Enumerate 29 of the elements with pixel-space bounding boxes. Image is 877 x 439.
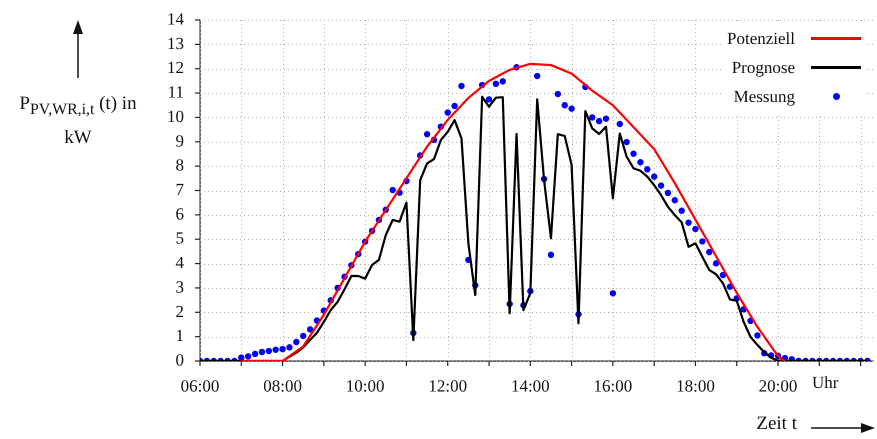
- y-tick-label: 1: [176, 326, 184, 346]
- y-tick-label: 9: [176, 131, 184, 150]
- y-tick-label: 5: [176, 228, 184, 248]
- y-tick-label: 10: [167, 106, 184, 126]
- x-tick-label: 12:00: [428, 376, 468, 396]
- y-axis-title: P$_{PV,WR,i,t}$ (t) in kW: [18, 92, 138, 150]
- y-tick-label: 0: [176, 350, 184, 370]
- y-tick-label: 8: [176, 156, 184, 175]
- y-tick-label: 4: [176, 253, 184, 272]
- y-tick-label: 14: [167, 9, 184, 28]
- y-tick-label: 2: [176, 302, 184, 321]
- legend-label: Messung: [734, 86, 795, 106]
- y-tick-label: 12: [167, 58, 184, 78]
- y-tick-label: 3: [176, 277, 184, 296]
- legend-label: Potenziell: [727, 28, 795, 48]
- x-tick-label: 16:00: [594, 376, 632, 396]
- y-tick-label: 6: [176, 204, 184, 224]
- text: Uhr: [812, 373, 838, 393]
- x-tick-label: 18:00: [676, 376, 715, 396]
- x-tick-label: 06:00: [180, 376, 220, 396]
- x-tick-label: 14:00: [510, 376, 550, 396]
- y-tick-label: 11: [168, 82, 184, 102]
- legend-label: Prognose: [732, 58, 795, 78]
- y-tick-label: 7: [176, 180, 184, 199]
- x-tick-label: 20:00: [758, 376, 798, 396]
- x-tick-label: 10:00: [346, 376, 385, 396]
- x-axis-title: Zeit t: [756, 413, 797, 435]
- x-tick-label: 08:00: [263, 376, 302, 396]
- y-tick-label: 13: [167, 34, 184, 53]
